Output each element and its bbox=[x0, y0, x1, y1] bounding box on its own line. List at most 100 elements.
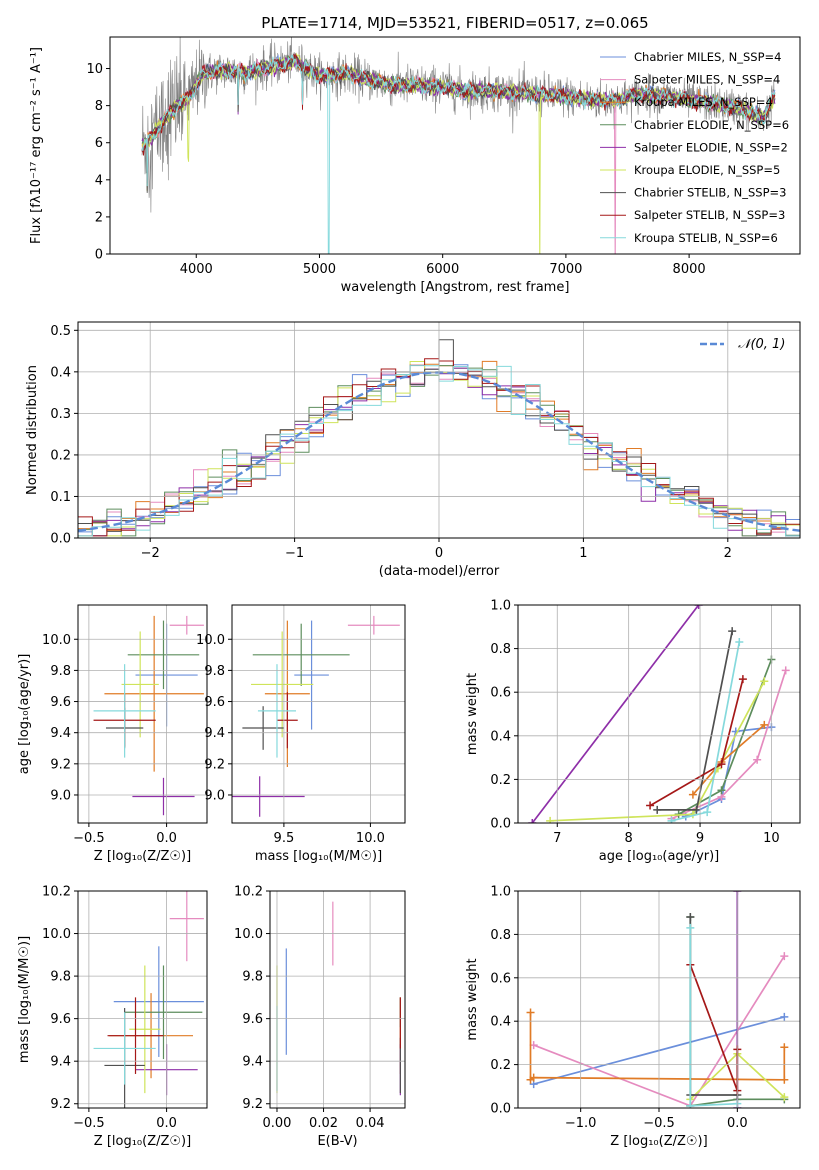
tick-label-y: 0 bbox=[95, 248, 103, 263]
x-axis-label: (data-model)/error bbox=[379, 564, 500, 579]
tick-label-y: 0.6 bbox=[490, 971, 511, 986]
tick-label-y: 9.8 bbox=[50, 664, 71, 679]
legend-entry: Salpeter MILES, N_SSP=4 bbox=[634, 73, 780, 87]
weight-point-marker bbox=[760, 720, 769, 729]
weight-point-marker bbox=[529, 1073, 538, 1082]
weight-point-marker bbox=[526, 1008, 535, 1017]
tick-label-x: 9 bbox=[696, 831, 704, 846]
tick-label-y: 0.2 bbox=[490, 773, 511, 788]
tick-label-y: 0.2 bbox=[490, 1058, 511, 1073]
weight-point-marker bbox=[780, 952, 789, 961]
tick-label-y: 4 bbox=[95, 173, 103, 188]
plot-area-mass-vs-ebv bbox=[276, 901, 401, 1096]
tick-label-y: 8 bbox=[95, 99, 103, 114]
x-axis-label: E(B-V) bbox=[317, 1134, 357, 1149]
weight-point-marker bbox=[738, 675, 747, 684]
weight-point-marker bbox=[528, 819, 537, 823]
plot-area-spectrum bbox=[141, 37, 776, 254]
tick-label-y: 9.4 bbox=[50, 726, 71, 741]
tick-label-x: 10 bbox=[763, 831, 780, 846]
legend-entry: Chabrier MILES, N_SSP=4 bbox=[634, 50, 781, 64]
weight-line bbox=[671, 670, 787, 820]
weight-point-marker bbox=[780, 1043, 789, 1052]
tick-label-y: 10.0 bbox=[196, 633, 225, 648]
x-axis-label: Z [log₁₀(Z/Z☉)] bbox=[610, 1134, 707, 1149]
tick-label-y: 0.4 bbox=[50, 365, 71, 380]
weight-point-marker bbox=[760, 677, 769, 686]
tick-label-y: 9.2 bbox=[242, 1097, 263, 1112]
panel-spectrum: 4000 5000 6000 7000 8000 0 2 4 6 8 10 wavelength [A… bbox=[29, 14, 801, 295]
axes-frame bbox=[231, 604, 406, 824]
weight-point-marker bbox=[653, 805, 662, 814]
tick-label-y: 0.6 bbox=[490, 686, 511, 701]
weight-point-marker bbox=[688, 790, 697, 799]
tick-label-x: −0.5 bbox=[73, 831, 105, 846]
legend-entry: Chabrier ELODIE, N_SSP=6 bbox=[634, 118, 789, 132]
weight-line bbox=[689, 964, 739, 1091]
axes-frame bbox=[77, 321, 801, 539]
y-axis-label: mass weight bbox=[465, 673, 480, 755]
tick-label-y: 0.1 bbox=[50, 490, 71, 505]
weight-point-marker bbox=[686, 913, 695, 922]
tick-label-y: 10.0 bbox=[234, 927, 263, 942]
weight-line bbox=[531, 605, 700, 823]
legend-entry: Kroupa STELIB, N_SSP=6 bbox=[634, 231, 778, 245]
panel-age-vs-mass: 9.5 10.0 9.0 9.2 9.4 9.6 9.8 10.0 mass [log₁₀(M/… bbox=[196, 604, 406, 864]
tick-label-x: 0.0 bbox=[156, 831, 177, 846]
tick-label-x: 10.0 bbox=[356, 831, 385, 846]
legend-entry: Kroupa MILES, N_SSP=4 bbox=[634, 95, 773, 109]
tick-label-y: 9.8 bbox=[242, 970, 263, 985]
plot-area-weight-vs-Z bbox=[526, 891, 789, 1108]
tick-label-y: 1.0 bbox=[490, 599, 511, 614]
weight-line bbox=[685, 726, 772, 818]
tick-label-y: 9.4 bbox=[50, 1055, 71, 1070]
tick-label-y: 6 bbox=[95, 136, 103, 151]
legend-entry: Salpeter ELODIE, N_SSP=2 bbox=[634, 140, 788, 154]
tick-label-x: 5000 bbox=[303, 262, 336, 277]
weight-point-marker bbox=[686, 923, 695, 932]
tick-label-y: 0.3 bbox=[50, 407, 71, 422]
x-axis-label: mass [log₁₀(M/M☉)] bbox=[255, 849, 382, 864]
weight-point-marker bbox=[735, 638, 744, 647]
legend-entry: Kroupa ELODIE, N_SSP=5 bbox=[634, 163, 780, 177]
tick-label-y: 0.2 bbox=[50, 448, 71, 463]
tick-label-y: 9.4 bbox=[204, 726, 225, 741]
weight-point-marker bbox=[753, 755, 762, 764]
tick-label-y: 9.6 bbox=[50, 1012, 71, 1027]
tick-label-x: 9.5 bbox=[274, 831, 295, 846]
plot-area-age-vs-mass bbox=[232, 615, 400, 817]
axes-frame bbox=[517, 604, 801, 824]
weight-line bbox=[550, 680, 766, 822]
tick-label-y: 9.0 bbox=[204, 788, 225, 803]
plot-area-age-vs-Z bbox=[93, 615, 204, 816]
y-axis-label: mass [log₁₀(M/M☉)] bbox=[17, 936, 32, 1063]
x-axis-label: Z [log₁₀(Z/Z☉)] bbox=[94, 1134, 191, 1149]
tick-label-x: 0.0 bbox=[156, 1116, 177, 1131]
tick-label-x: 6000 bbox=[426, 262, 459, 277]
weight-point-marker bbox=[546, 816, 555, 823]
model-spectrum-line bbox=[141, 52, 776, 254]
tick-label-y: 10.2 bbox=[234, 885, 263, 900]
weight-line bbox=[657, 631, 734, 811]
tick-label-y: 9.4 bbox=[242, 1055, 263, 1070]
tick-label-y: 9.6 bbox=[204, 695, 225, 710]
tick-label-y: 0.4 bbox=[490, 729, 511, 744]
y-axis-label: Flux [fλ10⁻¹⁷ erg cm⁻² s⁻¹ A⁻¹] bbox=[29, 47, 44, 244]
tick-label-y: 9.2 bbox=[50, 1097, 71, 1112]
weight-point-marker bbox=[728, 627, 737, 636]
tick-label-x: 8 bbox=[625, 831, 633, 846]
tick-label-x: 0.0 bbox=[727, 1116, 748, 1131]
tick-label-x: 0.04 bbox=[356, 1116, 385, 1131]
tick-label-x: −0.5 bbox=[643, 1116, 675, 1131]
x-axis-label: Z [log₁₀(Z/Z☉)] bbox=[94, 849, 191, 864]
weight-line bbox=[529, 1012, 786, 1082]
weight-point-marker bbox=[686, 1101, 695, 1108]
axes-frame bbox=[269, 890, 406, 1109]
panel-weight-vs-age: 7 8 9 10 0.0 0.2 0.4 0.6 0.8 1.0 age [log₁₀(age/yr… bbox=[465, 599, 801, 864]
plot-area-weight-vs-age bbox=[528, 605, 790, 823]
y-axis-label: mass weight bbox=[465, 958, 480, 1040]
model-spectrum-line bbox=[141, 54, 776, 193]
tick-label-y: 0.0 bbox=[490, 1102, 511, 1117]
tick-label-x: 2 bbox=[724, 546, 732, 561]
